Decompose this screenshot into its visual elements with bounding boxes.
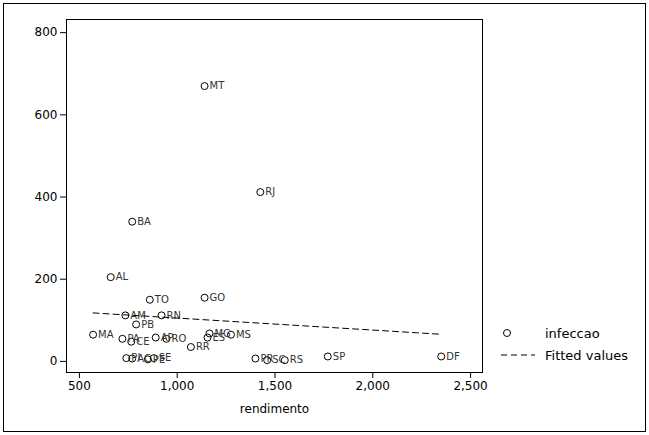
- svg-text:PA: PA: [127, 333, 140, 344]
- svg-text:SP: SP: [333, 351, 345, 362]
- svg-text:MS: MS: [236, 329, 251, 340]
- svg-text:400: 400: [35, 190, 58, 204]
- svg-text:800: 800: [35, 25, 58, 39]
- svg-text:500: 500: [68, 379, 91, 393]
- svg-text:1,500: 1,500: [258, 379, 292, 393]
- svg-text:BA: BA: [137, 216, 151, 227]
- svg-text:GO: GO: [210, 292, 226, 303]
- svg-text:AP: AP: [160, 331, 174, 343]
- svg-text:CE: CE: [136, 336, 149, 347]
- svg-text:RR: RR: [196, 341, 210, 352]
- svg-text:PI: PI: [131, 352, 141, 364]
- svg-text:1,000: 1,000: [160, 379, 194, 393]
- svg-text:PB: PB: [141, 319, 154, 330]
- svg-text:ES: ES: [213, 332, 226, 343]
- svg-text:rendimento: rendimento: [240, 402, 309, 416]
- svg-text:0: 0: [50, 354, 58, 368]
- svg-text:RS: RS: [290, 354, 303, 365]
- svg-text:600: 600: [35, 108, 58, 122]
- svg-text:SC: SC: [272, 354, 285, 365]
- svg-text:TO: TO: [154, 294, 169, 305]
- svg-text:RJ: RJ: [265, 186, 275, 197]
- html-text:infeccao: infeccao: [545, 325, 600, 341]
- svg-text:AL: AL: [116, 271, 129, 282]
- svg-text:RN: RN: [167, 310, 181, 321]
- svg-text:AM: AM: [130, 309, 146, 321]
- svg-text:MT: MT: [210, 80, 226, 91]
- svg-text:DF: DF: [446, 351, 460, 362]
- svg-text:PR: PR: [260, 352, 274, 364]
- svg-text:MA: MA: [98, 329, 114, 340]
- html-text:Fitted values: Fitted values: [545, 347, 628, 363]
- svg-text:AC: AC: [137, 353, 151, 364]
- svg-text:RO: RO: [171, 333, 186, 344]
- svg-text:2,500: 2,500: [453, 379, 487, 393]
- svg-text:2,000: 2,000: [356, 379, 390, 393]
- svg-text:SE: SE: [159, 352, 172, 363]
- svg-text:200: 200: [35, 272, 58, 286]
